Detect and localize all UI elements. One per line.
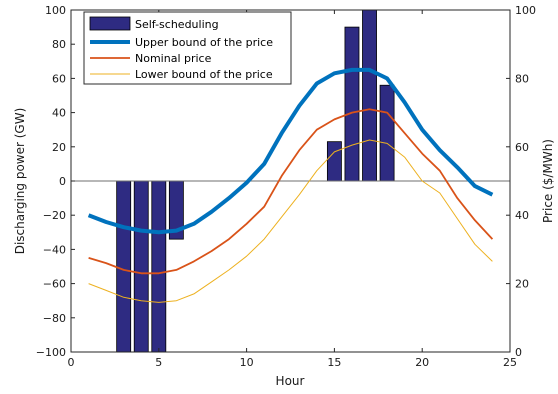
bar-hour-16 [344, 26, 360, 182]
legend-label-self-scheduling: Self-scheduling [135, 18, 219, 31]
bar-hour-4 [133, 180, 149, 353]
bar-hour-18 [379, 84, 395, 182]
bar-hour-3 [116, 180, 132, 353]
y-left-tick-label: 0 [59, 175, 66, 188]
y-left-tick-label: 60 [52, 72, 66, 85]
x-tick-label: 0 [68, 356, 75, 369]
y-left-tick-label: −60 [43, 278, 66, 291]
y-axis-label-right: Price ($/MWh) [541, 139, 555, 223]
x-tick-label: 25 [503, 356, 517, 369]
y-left-tick-label: −20 [43, 209, 66, 222]
x-tick-label: 10 [240, 356, 254, 369]
x-tick-label: 15 [327, 356, 341, 369]
legend: Self-scheduling Upper bound of the price… [83, 11, 292, 85]
y-left-tick-label: 100 [45, 4, 66, 17]
legend-swatch-self-scheduling [89, 16, 131, 31]
legend-label-nominal: Nominal price [135, 52, 212, 65]
y-right-tick-label: 60 [515, 141, 529, 154]
x-axis-label: Hour [276, 374, 305, 388]
legend-label-lower-bound: Lower bound of the price [135, 68, 273, 81]
y-right-tick-label: 100 [515, 4, 536, 17]
y-right-tick-label: 40 [515, 209, 529, 222]
y-right-tick-label: 80 [515, 72, 529, 85]
bar-hour-5 [151, 180, 167, 353]
bar-hour-15 [326, 141, 342, 182]
y-left-tick-label: −40 [43, 243, 66, 256]
bar-hour-17 [362, 9, 377, 182]
y-left-tick-label: 40 [52, 107, 66, 120]
y-right-tick-label: 0 [515, 346, 522, 359]
series-nominal-line [88, 108, 494, 275]
bars-layer [116, 9, 395, 353]
x-tick-label: 5 [155, 356, 162, 369]
legend-label-upper-bound: Upper bound of the price [135, 36, 273, 49]
ticks-layer: 0 5 10 15 20 25 −100 −80 −60 −40 −20 0 20 40 60 80 100 0 2… [36, 4, 536, 369]
series-layer [87, 67, 494, 303]
y-right-tick-label: 20 [515, 278, 529, 291]
series-upper-bound-line [87, 67, 494, 235]
x-tick-label: 20 [415, 356, 429, 369]
series-lower-bound-line [88, 139, 493, 303]
y-left-tick-label: 20 [52, 141, 66, 154]
y-left-tick-label: −80 [43, 312, 66, 325]
y-left-tick-label: 80 [52, 38, 66, 51]
y-left-tick-label: −100 [36, 346, 66, 359]
y-axis-label-left: Discharging power (GW) [13, 108, 27, 255]
